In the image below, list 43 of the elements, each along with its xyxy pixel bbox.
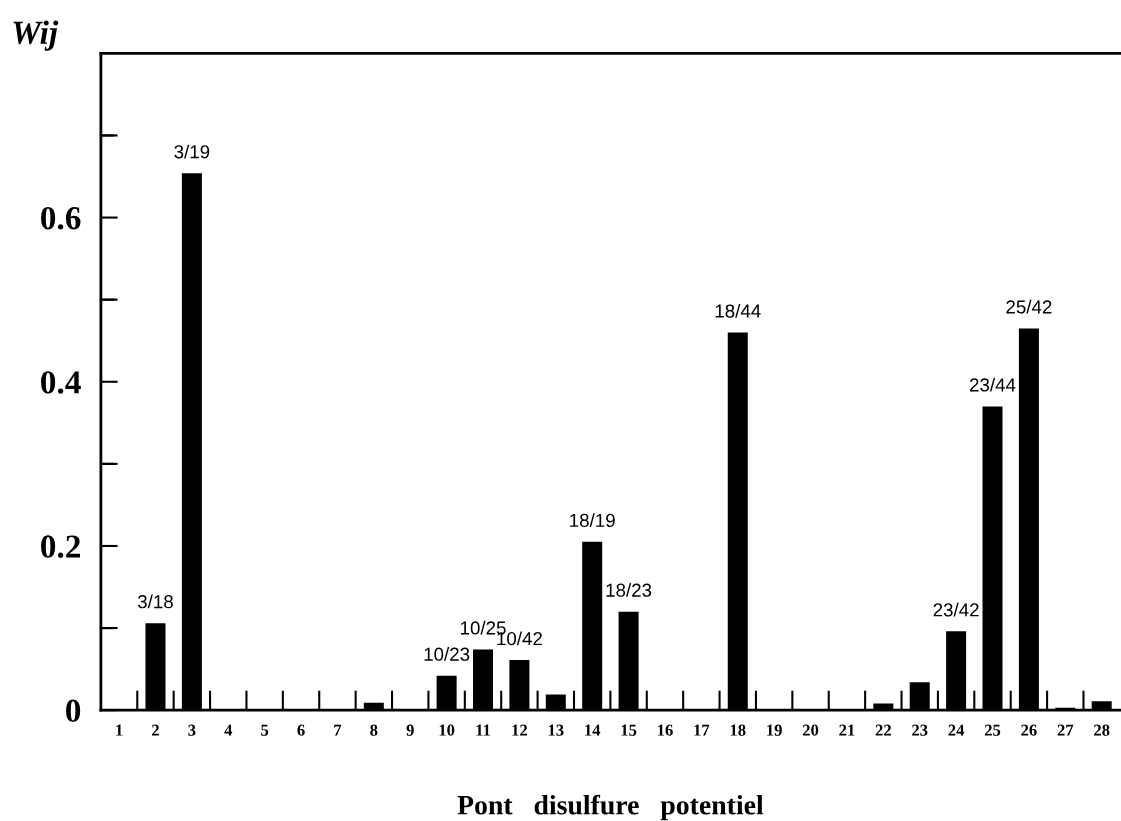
x-tick-label: 4 xyxy=(224,724,233,736)
x-tick-label: 20 xyxy=(802,724,819,736)
x-tick-label: 13 xyxy=(548,724,564,736)
annotation: 10/23 xyxy=(424,647,470,661)
x-tick-label: 5 xyxy=(261,724,269,736)
annotation: 3/19 xyxy=(174,144,210,159)
y-axis-title: Wij xyxy=(13,20,59,51)
x-tick-label: 17 xyxy=(694,724,710,736)
y-tick-label: 0.2 xyxy=(41,535,81,558)
x-tick-label: 26 xyxy=(1021,724,1037,736)
annotation: 23/42 xyxy=(933,602,979,617)
x-tick-label: 12 xyxy=(512,724,528,736)
annotation: 18/19 xyxy=(570,513,615,528)
x-tick-label: 14 xyxy=(585,724,601,736)
annotation: 18/44 xyxy=(715,303,761,318)
annotation: 3/18 xyxy=(137,594,173,609)
annotation: 25/42 xyxy=(1006,299,1052,314)
x-tick-label: 10 xyxy=(439,724,455,736)
x-tick-label: 6 xyxy=(297,724,305,736)
x-tick-label: 18 xyxy=(730,724,746,736)
x-tick-label: 23 xyxy=(912,724,928,736)
x-tick-label: 19 xyxy=(767,724,782,736)
x-tick-label: 27 xyxy=(1057,724,1074,736)
x-axis-title: Pont disulfure potentiel xyxy=(457,794,764,821)
x-tick-label: 2 xyxy=(152,724,159,736)
y-tick-label: 0.4 xyxy=(41,371,81,394)
x-tick-label: 16 xyxy=(657,724,673,736)
x-tick-label: 3 xyxy=(188,724,196,736)
x-tick-label: 21 xyxy=(839,724,855,736)
annotation: 18/23 xyxy=(606,583,652,597)
annotation: 23/44 xyxy=(969,377,1016,392)
x-tick-label: 22 xyxy=(875,724,891,736)
x-tick-label: 25 xyxy=(984,724,1001,736)
x-tick-label: 7 xyxy=(334,724,342,736)
x-tick-label: 1 xyxy=(116,724,123,736)
x-tick-label: 15 xyxy=(621,724,637,736)
x-tick-label: 9 xyxy=(406,724,414,736)
y-tick-label: 0 xyxy=(66,699,81,723)
y-tick-label: 0.6 xyxy=(41,206,81,230)
x-tick-label: 8 xyxy=(370,724,378,736)
x-tick-label: 24 xyxy=(948,724,965,736)
x-tick-label: 28 xyxy=(1094,724,1110,736)
x-tick-label: 11 xyxy=(476,724,491,736)
